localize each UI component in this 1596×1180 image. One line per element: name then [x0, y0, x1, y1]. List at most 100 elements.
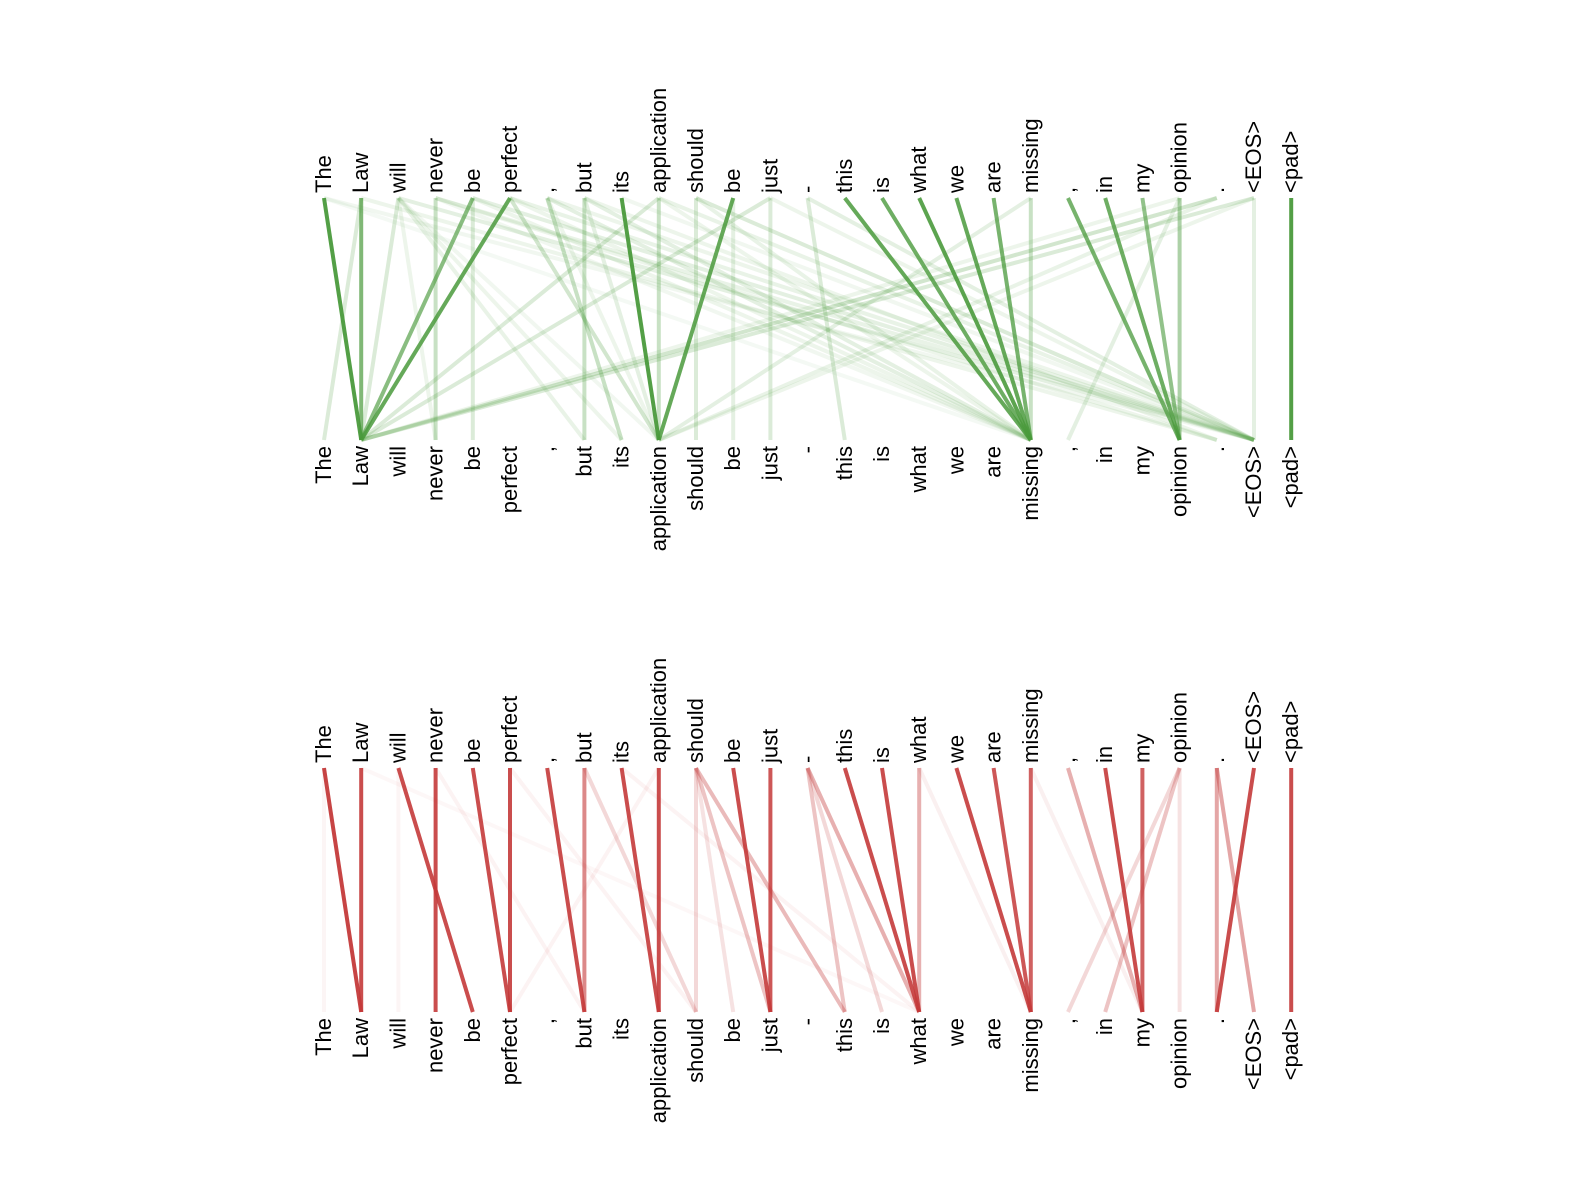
target-token-label: ,	[534, 446, 559, 452]
attention-link	[954, 767, 1033, 1013]
target-token-label: what	[906, 1018, 931, 1065]
source-token-label: missing	[1018, 688, 1043, 763]
attention-link	[323, 196, 1255, 442]
source-token-label: just	[757, 729, 782, 764]
source-token-label: in	[1092, 746, 1117, 763]
target-token-label: will	[385, 1018, 410, 1050]
target-token-label: we	[943, 446, 968, 475]
attention-link	[1140, 197, 1182, 441]
target-token-label: are	[981, 1018, 1006, 1050]
attention-bottom: TheTheLawLawwillwillneverneverbebeperfec…	[311, 658, 1303, 1123]
target-token-label: its	[609, 446, 634, 468]
source-token-label: in	[1092, 176, 1117, 193]
target-token-label: in	[1092, 1018, 1117, 1035]
attention-link	[1066, 197, 1182, 441]
target-token-label: missing	[1018, 1018, 1043, 1093]
attention-link	[359, 197, 475, 441]
attention-link	[843, 196, 1033, 442]
target-token-label: we	[943, 1018, 968, 1047]
target-token-label: should	[683, 446, 708, 511]
source-token-label: is	[869, 177, 894, 193]
target-token-label: just	[757, 1018, 782, 1053]
target-token-label: never	[423, 1018, 448, 1073]
target-token-label: perfect	[497, 1018, 522, 1085]
attention-link	[322, 767, 364, 1013]
source-token-label: be	[720, 739, 745, 763]
attention-link	[619, 197, 661, 441]
target-token-label: be	[720, 446, 745, 470]
attention-link	[397, 196, 661, 442]
attention-link	[583, 196, 1032, 442]
attention-link	[991, 767, 1033, 1013]
target-token-label: in	[1092, 446, 1117, 463]
target-token-label: <pad>	[1278, 446, 1303, 508]
target-token-label: my	[1129, 446, 1154, 475]
source-token-label: .	[1204, 757, 1229, 763]
target-token-label: application	[646, 1018, 671, 1123]
target-token-label: just	[757, 446, 782, 481]
attention-link	[917, 197, 1033, 441]
source-token-label: The	[311, 155, 336, 193]
source-token-label: my	[1129, 164, 1154, 193]
target-token-label: ,	[534, 1018, 559, 1024]
attention-link	[620, 766, 921, 1014]
target-token-label: <EOS>	[1241, 446, 1266, 518]
target-token-label: but	[571, 446, 596, 477]
target-token-label: perfect	[497, 446, 522, 513]
source-token-label: but	[571, 162, 596, 193]
source-token-label: its	[609, 171, 634, 193]
source-token-label: be	[720, 169, 745, 193]
target-token-label: <pad>	[1278, 1018, 1303, 1080]
source-token-label: this	[832, 159, 857, 193]
target-token-label: is	[869, 446, 894, 462]
source-token-label: ,	[534, 187, 559, 193]
attention-link	[508, 766, 661, 1014]
target-token-label: .	[1204, 1018, 1229, 1024]
attention-link	[508, 196, 661, 442]
source-token-label: perfect	[497, 696, 522, 763]
source-token-label: opinion	[1167, 692, 1192, 763]
target-token-label: this	[832, 446, 857, 480]
attention-link	[360, 196, 1255, 442]
attention-link	[1066, 767, 1182, 1013]
source-token-label: my	[1129, 734, 1154, 763]
source-token-label: .	[1204, 187, 1229, 193]
attention-link	[731, 767, 773, 1013]
attention-link	[657, 196, 1032, 442]
attention-link	[769, 196, 1255, 442]
attention-link	[433, 766, 587, 1014]
attention-link	[1103, 767, 1182, 1013]
attention-link	[1028, 767, 1145, 1013]
attention-link	[917, 767, 1033, 1013]
target-token-label: are	[981, 446, 1006, 478]
attention-link	[1103, 767, 1145, 1013]
attention-link	[435, 196, 1218, 442]
source-token-label: missing	[1018, 118, 1043, 193]
attention-link	[1214, 767, 1256, 1013]
attention-link	[1066, 197, 1182, 441]
target-token-label: The	[311, 1018, 336, 1056]
attention-link	[470, 767, 512, 1013]
target-token-label: its	[609, 1018, 634, 1040]
source-token-label: just	[757, 159, 782, 194]
attention-link	[360, 196, 1218, 442]
attention-link	[658, 196, 1218, 442]
source-token-label: -	[795, 186, 820, 193]
source-token-label: opinion	[1167, 122, 1192, 193]
attention-link	[323, 196, 1032, 442]
attention-link	[397, 196, 1255, 442]
attention-link	[1066, 767, 1145, 1013]
source-token-label: ,	[1055, 757, 1080, 763]
attention-link	[805, 767, 922, 1013]
source-token-label: we	[943, 735, 968, 764]
source-token-label: Law	[348, 723, 373, 763]
source-token-label: what	[906, 147, 931, 194]
attention-link	[360, 196, 1218, 442]
source-token-label: application	[646, 658, 671, 763]
target-token-label: will	[385, 446, 410, 478]
attention-link	[396, 196, 624, 442]
source-token-label: we	[943, 165, 968, 194]
attention-link	[842, 767, 922, 1013]
source-token-label: perfect	[497, 126, 522, 193]
